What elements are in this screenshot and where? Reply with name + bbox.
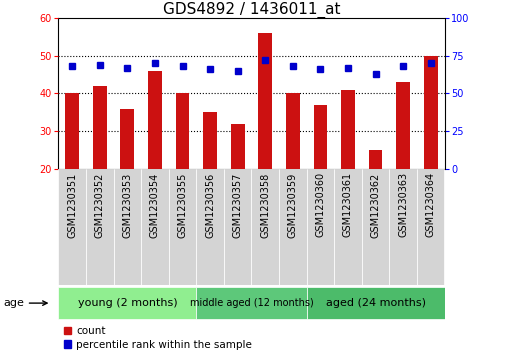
Bar: [224, 169, 251, 285]
Text: middle aged (12 months): middle aged (12 months): [189, 298, 313, 308]
Bar: [196, 169, 224, 285]
Text: young (2 months): young (2 months): [78, 298, 177, 308]
Bar: [259, 33, 272, 169]
Bar: [58, 287, 196, 319]
Bar: [307, 169, 334, 285]
Text: age: age: [3, 298, 47, 308]
Bar: [58, 169, 86, 285]
Bar: [169, 169, 196, 285]
Bar: [286, 94, 300, 169]
Bar: [362, 169, 389, 285]
Text: GSM1230362: GSM1230362: [370, 172, 380, 237]
Text: GSM1230361: GSM1230361: [343, 172, 353, 237]
Bar: [341, 90, 355, 169]
Text: GSM1230360: GSM1230360: [315, 172, 326, 237]
Bar: [203, 112, 217, 169]
Text: GSM1230357: GSM1230357: [233, 172, 243, 238]
Bar: [389, 169, 417, 285]
Title: GDS4892 / 1436011_at: GDS4892 / 1436011_at: [163, 2, 340, 18]
Text: GSM1230354: GSM1230354: [150, 172, 160, 237]
Bar: [66, 94, 79, 169]
Bar: [176, 94, 189, 169]
Text: GSM1230353: GSM1230353: [122, 172, 133, 237]
Bar: [93, 86, 107, 169]
Bar: [196, 287, 307, 319]
Bar: [148, 71, 162, 169]
Text: GSM1230363: GSM1230363: [398, 172, 408, 237]
Bar: [251, 169, 279, 285]
Text: GSM1230351: GSM1230351: [67, 172, 77, 237]
Bar: [86, 169, 114, 285]
Text: GSM1230359: GSM1230359: [288, 172, 298, 237]
Bar: [231, 123, 244, 169]
Bar: [114, 169, 141, 285]
Bar: [141, 169, 169, 285]
Legend: count, percentile rank within the sample: count, percentile rank within the sample: [64, 326, 252, 350]
Bar: [424, 56, 437, 169]
Bar: [279, 169, 307, 285]
Text: GSM1230352: GSM1230352: [95, 172, 105, 238]
Bar: [313, 105, 327, 169]
Bar: [369, 150, 383, 169]
Bar: [417, 169, 444, 285]
Text: GSM1230356: GSM1230356: [205, 172, 215, 237]
Bar: [120, 109, 134, 169]
Text: GSM1230364: GSM1230364: [426, 172, 436, 237]
Text: GSM1230355: GSM1230355: [177, 172, 187, 238]
Text: aged (24 months): aged (24 months): [326, 298, 426, 308]
Bar: [307, 287, 444, 319]
Text: GSM1230358: GSM1230358: [260, 172, 270, 237]
Bar: [396, 82, 410, 169]
Bar: [334, 169, 362, 285]
